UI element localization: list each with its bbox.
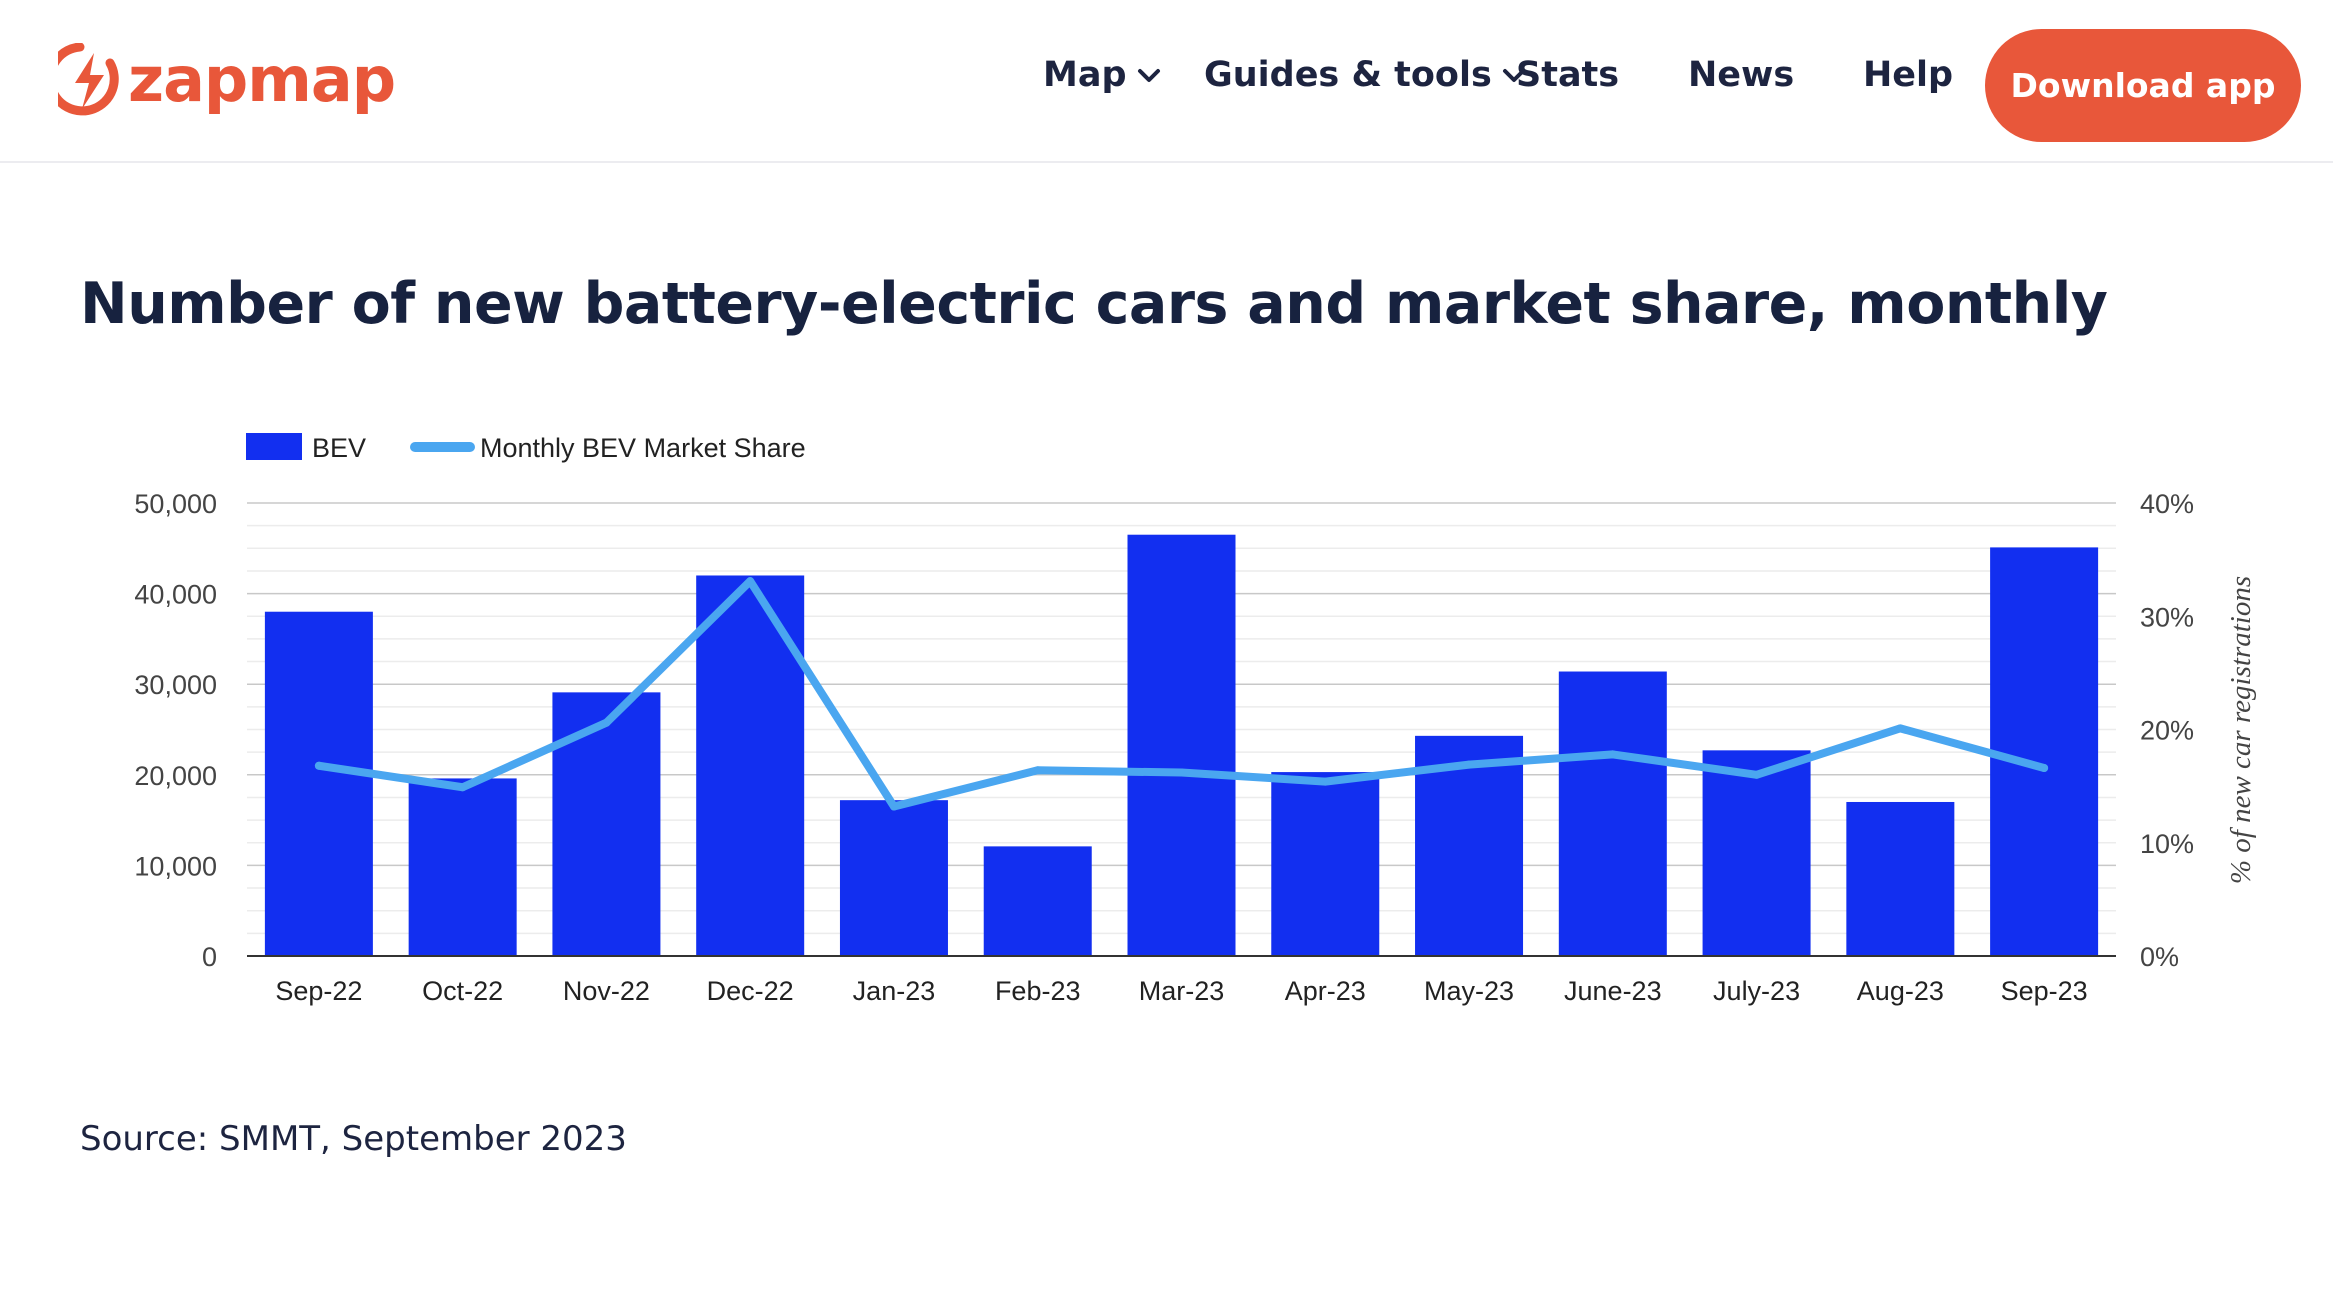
x-tick-label: July-23 xyxy=(1713,976,1800,1006)
bar xyxy=(408,778,517,956)
x-tick-label: June-23 xyxy=(1564,976,1662,1006)
x-tick-label: Jan-23 xyxy=(853,976,936,1006)
x-tick-label: Oct-22 xyxy=(422,976,503,1006)
nav-label: Guides & tools xyxy=(1204,55,1492,95)
x-tick-label: Apr-23 xyxy=(1285,976,1366,1006)
line-point xyxy=(314,761,323,770)
bar xyxy=(1702,750,1811,956)
page-title: Number of new battery-electric cars and … xyxy=(80,271,2108,337)
y-tick-label-left: 20,000 xyxy=(134,761,217,791)
x-tick-label: Mar-23 xyxy=(1139,976,1225,1006)
nav-item-guides-tools[interactable]: Guides & tools xyxy=(1204,58,1526,93)
nav-item-help[interactable]: Help xyxy=(1863,58,1953,93)
line-point xyxy=(602,718,611,727)
nav-item-map[interactable]: Map xyxy=(1043,58,1161,93)
bev-chart: 0 10,000 20,000 30,000 40,000 50,000 0% 10% 20% 3… xyxy=(134,433,2257,1006)
lightning-bolt-icon xyxy=(58,43,119,116)
x-tick-label: Sep-23 xyxy=(2001,976,2088,1006)
line-point xyxy=(1752,770,1761,779)
line-point xyxy=(1177,768,1186,777)
y-tick-label-right: 10% xyxy=(2140,829,2194,859)
x-tick-label: Feb-23 xyxy=(995,976,1081,1006)
y-axis-label-right: % of new car registrations xyxy=(2225,576,2257,884)
line-point xyxy=(458,783,467,792)
line-point xyxy=(1465,760,1474,769)
bar xyxy=(1271,772,1380,956)
line-point xyxy=(1321,777,1330,786)
bar xyxy=(1990,547,2099,956)
y-tick-label-right: 30% xyxy=(2140,602,2194,632)
nav-label: Map xyxy=(1043,55,1127,95)
y-tick-label-left: 0 xyxy=(202,942,217,972)
line-point xyxy=(1608,750,1617,759)
nav-label: Help xyxy=(1863,55,1954,95)
nav-item-news[interactable]: News xyxy=(1688,58,1794,93)
bar xyxy=(552,692,661,956)
y-tick-label-right: 0% xyxy=(2140,942,2179,972)
bar xyxy=(1127,534,1236,956)
bar xyxy=(1558,671,1667,956)
zapmap-logo[interactable]: zapmap xyxy=(58,40,396,120)
source-note: Source: SMMT, September 2023 xyxy=(80,1119,627,1159)
y-tick-label-left: 30,000 xyxy=(134,670,217,700)
chevron-down-icon xyxy=(1137,68,1160,82)
x-tick-label: Dec-22 xyxy=(707,976,794,1006)
line-point xyxy=(1896,724,1905,733)
nav-label: Stats xyxy=(1516,55,1620,95)
line-point xyxy=(2040,764,2049,773)
y-tick-label-right: 40% xyxy=(2140,489,2194,519)
nav-item-stats[interactable]: Stats xyxy=(1516,58,1619,93)
line-point xyxy=(889,802,898,811)
line-point xyxy=(1033,766,1042,775)
logo-text: zapmap xyxy=(128,43,396,116)
bar xyxy=(983,846,1092,956)
y-tick-label-right: 20% xyxy=(2140,716,2194,746)
bar xyxy=(264,611,373,956)
download-app-button[interactable]: Download app xyxy=(1985,29,2301,142)
site-header: zapmap Map Guides & tools Stats News Hel… xyxy=(0,0,2333,163)
nav-label: News xyxy=(1688,55,1795,95)
legend-swatch-bev xyxy=(246,433,302,460)
x-tick-label: Nov-22 xyxy=(563,976,650,1006)
y-tick-label-left: 50,000 xyxy=(134,489,217,519)
line-point xyxy=(746,577,755,586)
bar xyxy=(1846,801,1955,956)
y-tick-label-left: 10,000 xyxy=(134,851,217,881)
legend-label-bev: BEV xyxy=(312,433,366,463)
x-tick-label: May-23 xyxy=(1424,976,1514,1006)
bar xyxy=(696,575,805,956)
bar xyxy=(839,800,948,956)
legend-label-share: Monthly BEV Market Share xyxy=(480,433,806,463)
x-tick-label: Aug-23 xyxy=(1857,976,1944,1006)
chevron-down-icon xyxy=(1502,68,1525,82)
y-tick-label-left: 40,000 xyxy=(134,580,217,610)
x-tick-label: Sep-22 xyxy=(275,976,362,1006)
